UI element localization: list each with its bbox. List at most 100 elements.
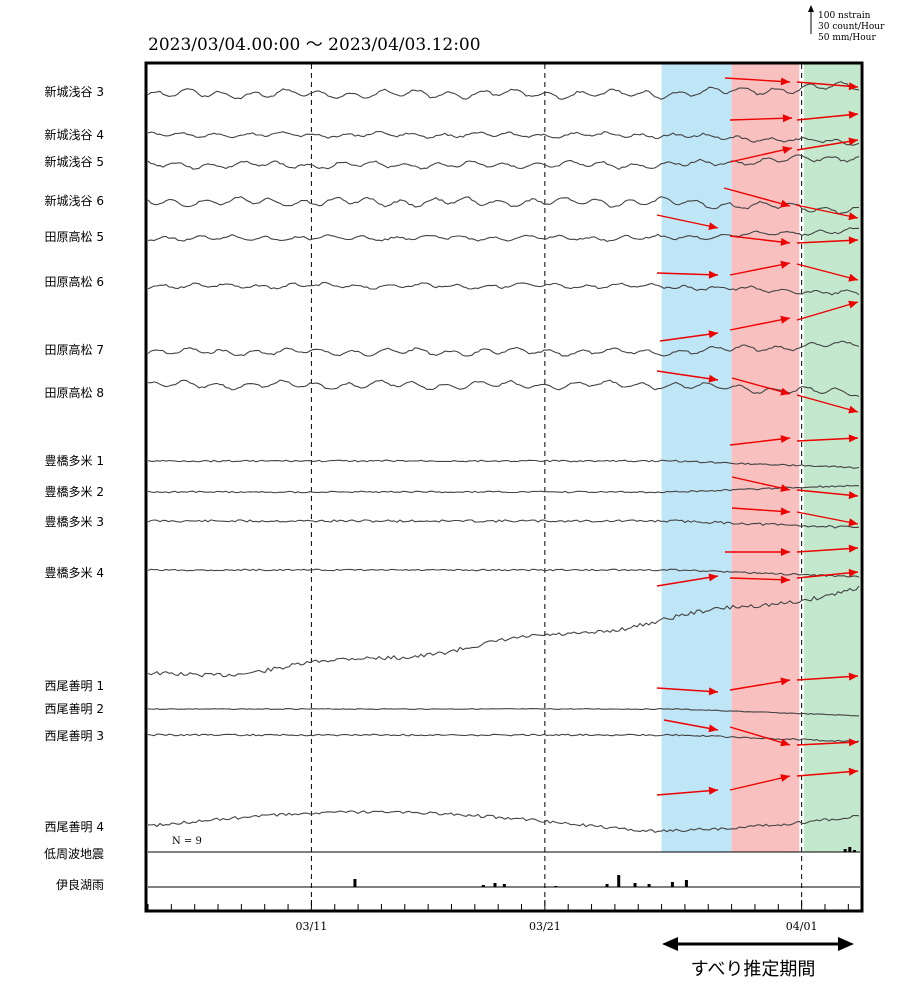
red-arrow bbox=[663, 719, 719, 731]
period-band bbox=[803, 64, 860, 852]
station-label: 西尾善明 4 bbox=[45, 819, 104, 834]
red-arrowhead bbox=[708, 573, 718, 582]
lfe-bar bbox=[843, 849, 847, 852]
lfe-bar bbox=[848, 847, 852, 852]
span-arrow-right-head bbox=[838, 937, 854, 951]
station-label: 田原高松 8 bbox=[45, 385, 104, 400]
station-label: 豊橋多米 2 bbox=[45, 485, 104, 499]
red-arrowhead bbox=[782, 114, 792, 123]
period-band bbox=[661, 64, 732, 852]
red-arrowhead bbox=[848, 568, 858, 577]
red-arrow bbox=[729, 726, 791, 746]
red-arrowhead bbox=[848, 544, 858, 553]
red-arrow bbox=[729, 437, 791, 446]
date-gridlines bbox=[310, 64, 803, 910]
scale-note-line: 100 nstrain bbox=[818, 11, 871, 21]
red-arrowhead bbox=[848, 273, 858, 282]
station-trace bbox=[147, 81, 860, 100]
red-arrowhead bbox=[708, 330, 718, 339]
red-arrow bbox=[796, 511, 859, 525]
station-label: 新城浅谷 6 bbox=[45, 193, 104, 208]
red-arrowhead bbox=[780, 774, 790, 782]
red-arrow bbox=[796, 113, 859, 121]
red-arrow bbox=[729, 235, 791, 244]
red-arrowhead bbox=[780, 260, 790, 269]
station-trace bbox=[147, 484, 860, 494]
event-bars bbox=[353, 847, 856, 887]
red-arrow bbox=[656, 789, 719, 796]
red-arrowhead bbox=[780, 738, 790, 747]
red-arrowhead bbox=[780, 387, 790, 396]
red-arrowhead bbox=[848, 491, 858, 500]
red-arrowhead bbox=[780, 199, 790, 208]
red-arrows bbox=[656, 77, 859, 796]
station-label: 西尾善明 1 bbox=[45, 678, 104, 693]
red-arrowhead bbox=[848, 767, 858, 776]
red-arrow bbox=[796, 437, 859, 442]
red-arrowhead bbox=[780, 575, 790, 584]
station-trace bbox=[147, 196, 860, 215]
station-label: 豊橋多米 4 bbox=[45, 566, 104, 580]
red-arrowhead bbox=[782, 146, 792, 154]
station-trace bbox=[147, 585, 860, 678]
red-arrow bbox=[795, 204, 859, 219]
station-trace bbox=[147, 810, 860, 834]
red-arrowhead bbox=[780, 238, 790, 246]
period-bands bbox=[661, 64, 860, 852]
rain-bar bbox=[353, 879, 357, 887]
scale-note-line: 30 count/Hour bbox=[818, 22, 885, 32]
slip-period-label: すべり推定期間 bbox=[691, 959, 816, 980]
red-arrow bbox=[729, 317, 791, 331]
red-arrow bbox=[796, 547, 859, 553]
station-label: 豊橋多米 3 bbox=[45, 515, 104, 529]
station-trace bbox=[147, 281, 860, 296]
x-tick-label: 04/01 bbox=[786, 920, 818, 933]
red-arrow bbox=[796, 139, 859, 151]
rain-bar bbox=[554, 886, 558, 887]
red-arrowhead bbox=[848, 137, 858, 146]
red-arrowhead bbox=[781, 548, 790, 556]
red-arrowhead bbox=[708, 270, 718, 279]
scale-note-line: 50 mm/Hour bbox=[818, 33, 876, 43]
red-arrow bbox=[796, 770, 859, 777]
red-arrow bbox=[729, 147, 793, 163]
x-axis: 03/11 03/21 04/01 bbox=[147, 900, 849, 933]
red-arrowhead bbox=[708, 374, 718, 383]
station-labels: 新城浅谷 3 新城浅谷 4 新城浅谷 5 新城浅谷 6 田原高松 5 田原高松 6 田原高松… bbox=[44, 84, 104, 892]
red-arrowhead bbox=[780, 677, 790, 686]
red-arrow bbox=[723, 187, 791, 207]
x-tick-label: 03/21 bbox=[529, 920, 561, 933]
station-label: 低周波地震 bbox=[44, 847, 104, 861]
station-label: 西尾善明 2 bbox=[45, 701, 104, 716]
red-arrow bbox=[729, 577, 791, 581]
red-arrow bbox=[656, 214, 719, 229]
station-trace bbox=[147, 130, 860, 146]
red-arrow bbox=[731, 476, 791, 491]
red-arrowhead bbox=[848, 300, 858, 309]
station-trace bbox=[147, 708, 860, 717]
red-arrow bbox=[724, 77, 791, 83]
red-arrowhead bbox=[780, 507, 790, 516]
station-trace bbox=[147, 340, 860, 357]
red-arrowhead bbox=[708, 724, 718, 733]
red-arrow bbox=[729, 679, 791, 691]
station-label: 田原高松 7 bbox=[45, 342, 104, 357]
station-trace bbox=[147, 227, 860, 243]
red-arrowhead bbox=[848, 434, 858, 443]
red-arrowhead bbox=[708, 687, 718, 696]
station-trace bbox=[147, 154, 860, 171]
red-arrowhead bbox=[848, 738, 858, 747]
span-arrow-left-head bbox=[662, 937, 678, 951]
station-label: 豊橋多米 1 bbox=[45, 454, 104, 468]
red-arrowhead bbox=[848, 212, 858, 221]
red-arrowhead bbox=[780, 315, 790, 324]
period-band bbox=[731, 64, 800, 852]
red-arrow bbox=[796, 571, 859, 579]
lfe-bar bbox=[852, 850, 856, 852]
station-label: 伊良湖雨 bbox=[56, 877, 104, 892]
red-arrowhead bbox=[780, 484, 790, 492]
station-trace bbox=[147, 459, 860, 469]
red-arrow bbox=[729, 262, 791, 276]
